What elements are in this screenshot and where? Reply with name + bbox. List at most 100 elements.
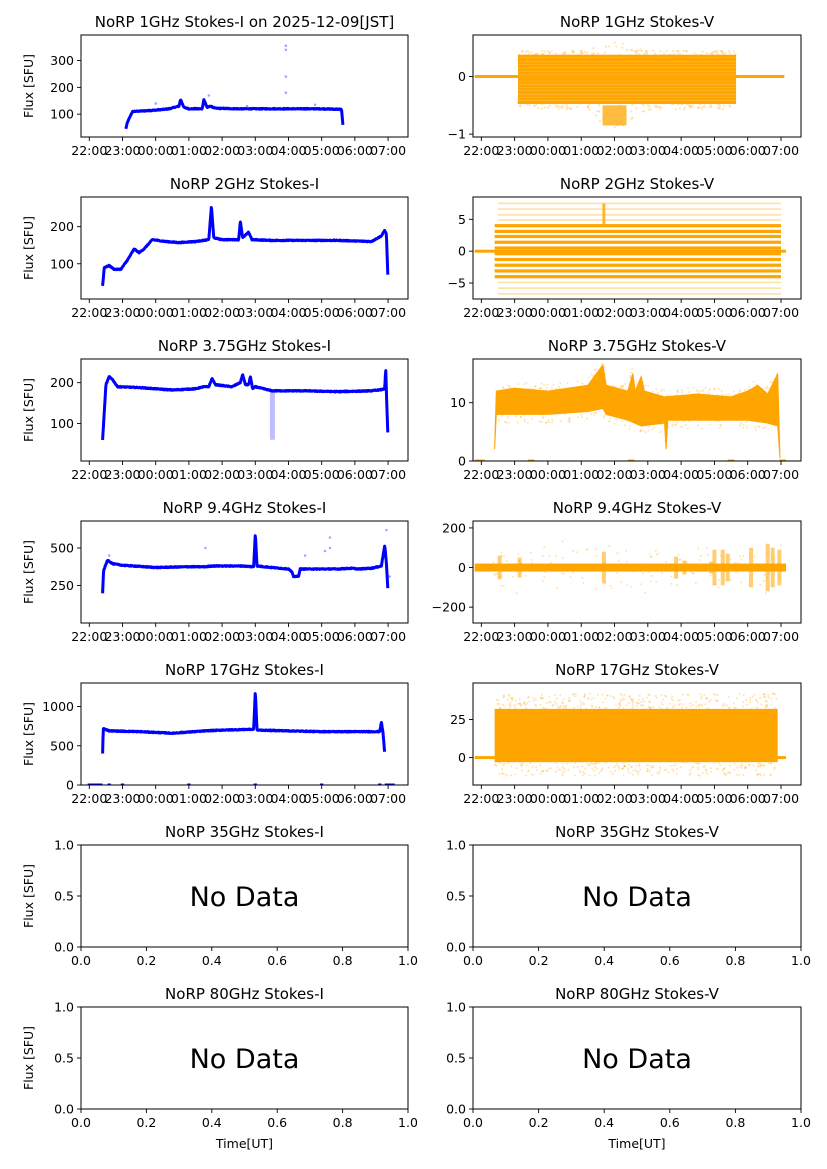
scatter-point — [760, 703, 763, 706]
scatter-point — [749, 701, 752, 704]
scatter-point — [692, 572, 695, 575]
scatter-point — [658, 705, 661, 708]
scatter-point — [631, 116, 634, 119]
level-band — [494, 240, 782, 244]
scatter-point — [642, 104, 646, 107]
scatter-point — [733, 768, 736, 771]
scatter-point — [708, 700, 711, 703]
scatter-point — [571, 50, 574, 53]
x-tick-label: 01:00 — [171, 305, 207, 320]
scatter-point — [534, 703, 537, 706]
scatter-point — [538, 387, 541, 390]
scatter-point — [561, 540, 564, 543]
scatter-point — [693, 52, 696, 55]
level-band — [517, 71, 737, 75]
scatter-point — [617, 764, 620, 767]
y-tick-label: 0 — [458, 69, 466, 84]
x-tick-label: 22:00 — [71, 305, 107, 320]
scatter-point — [677, 699, 680, 702]
x-tick-label: 03:00 — [237, 305, 273, 320]
scatter-point — [734, 707, 737, 710]
level-band — [494, 257, 782, 262]
scatter-point — [764, 387, 767, 390]
x-tick-label: 05:00 — [696, 629, 732, 644]
scatter-point — [546, 383, 549, 386]
scatter-point — [615, 704, 618, 707]
scatter-point — [582, 582, 585, 585]
level-band — [497, 293, 782, 295]
scatter-point — [649, 580, 652, 583]
x-tick-label: 04:00 — [663, 629, 699, 644]
scatter-point — [756, 772, 759, 775]
scatter-point — [541, 53, 545, 57]
scatter-point — [543, 50, 547, 53]
scatter-point — [522, 413, 525, 416]
scatter-point — [532, 773, 535, 776]
x-tick-label: 00:00 — [530, 305, 566, 320]
scatter-point — [592, 769, 595, 772]
scatter-point — [541, 770, 544, 773]
series-line — [101, 369, 390, 440]
x-tick-label: 23:00 — [497, 791, 533, 806]
scatter-point — [659, 50, 662, 53]
scatter-point — [501, 767, 504, 770]
zero-mark — [120, 783, 125, 785]
scatter-point — [705, 769, 708, 772]
scatter-point — [525, 54, 528, 57]
scatter-point — [740, 581, 743, 584]
scatter-point — [552, 383, 555, 386]
scatter-point — [643, 52, 646, 55]
x-tick-label: 00:00 — [138, 791, 174, 806]
scatter-point — [506, 416, 509, 419]
scatter-point — [687, 102, 690, 105]
scatter-point — [583, 51, 586, 54]
scatter-point — [675, 421, 678, 424]
scatter-point — [564, 52, 567, 55]
scatter-point — [580, 52, 583, 55]
scatter-point — [586, 54, 589, 57]
scatter-point — [705, 54, 708, 57]
zero-mark — [320, 783, 324, 785]
x-tick-label: 07:00 — [763, 629, 799, 644]
scatter-point — [660, 390, 663, 393]
scatter-point — [583, 772, 586, 775]
scatter-point — [741, 426, 744, 429]
scatter-point — [770, 762, 773, 765]
x-tick-label: 05:00 — [696, 143, 732, 158]
scatter-point — [647, 769, 650, 772]
scatter-point — [755, 699, 758, 702]
scatter-point — [558, 105, 561, 108]
scatter-point — [639, 430, 642, 433]
level-band — [494, 229, 782, 234]
scatter-point — [660, 388, 663, 391]
scatter-point — [503, 420, 506, 423]
scatter-point — [635, 764, 638, 767]
scatter-point — [540, 569, 543, 572]
scatter-point — [520, 769, 523, 772]
scatter-point — [718, 104, 721, 107]
scatter-point — [675, 108, 678, 111]
y-tick-label: 0.5 — [446, 889, 466, 904]
scatter-point — [755, 768, 758, 771]
scatter-point — [603, 561, 606, 564]
scatter-point — [618, 704, 621, 707]
scatter-point — [554, 702, 557, 705]
scatter-point — [744, 767, 747, 770]
scatter-point — [625, 48, 629, 52]
scatter-point — [584, 707, 587, 710]
scatter-point — [666, 394, 669, 397]
subplot-title: NoRP 80GHz Stokes-V — [555, 985, 720, 1003]
scatter-point — [703, 105, 706, 108]
scatter-point — [561, 701, 564, 704]
scatter-point — [660, 571, 663, 574]
outlier-point — [154, 102, 157, 105]
scatter-point — [580, 51, 583, 54]
scatter-point — [497, 419, 500, 422]
level-band — [517, 84, 737, 88]
scatter-point — [555, 697, 558, 700]
level-band — [517, 97, 737, 101]
scatter-point — [525, 382, 528, 385]
scatter-point — [759, 764, 762, 767]
scatter-point — [527, 696, 530, 699]
scatter-point — [574, 762, 577, 765]
